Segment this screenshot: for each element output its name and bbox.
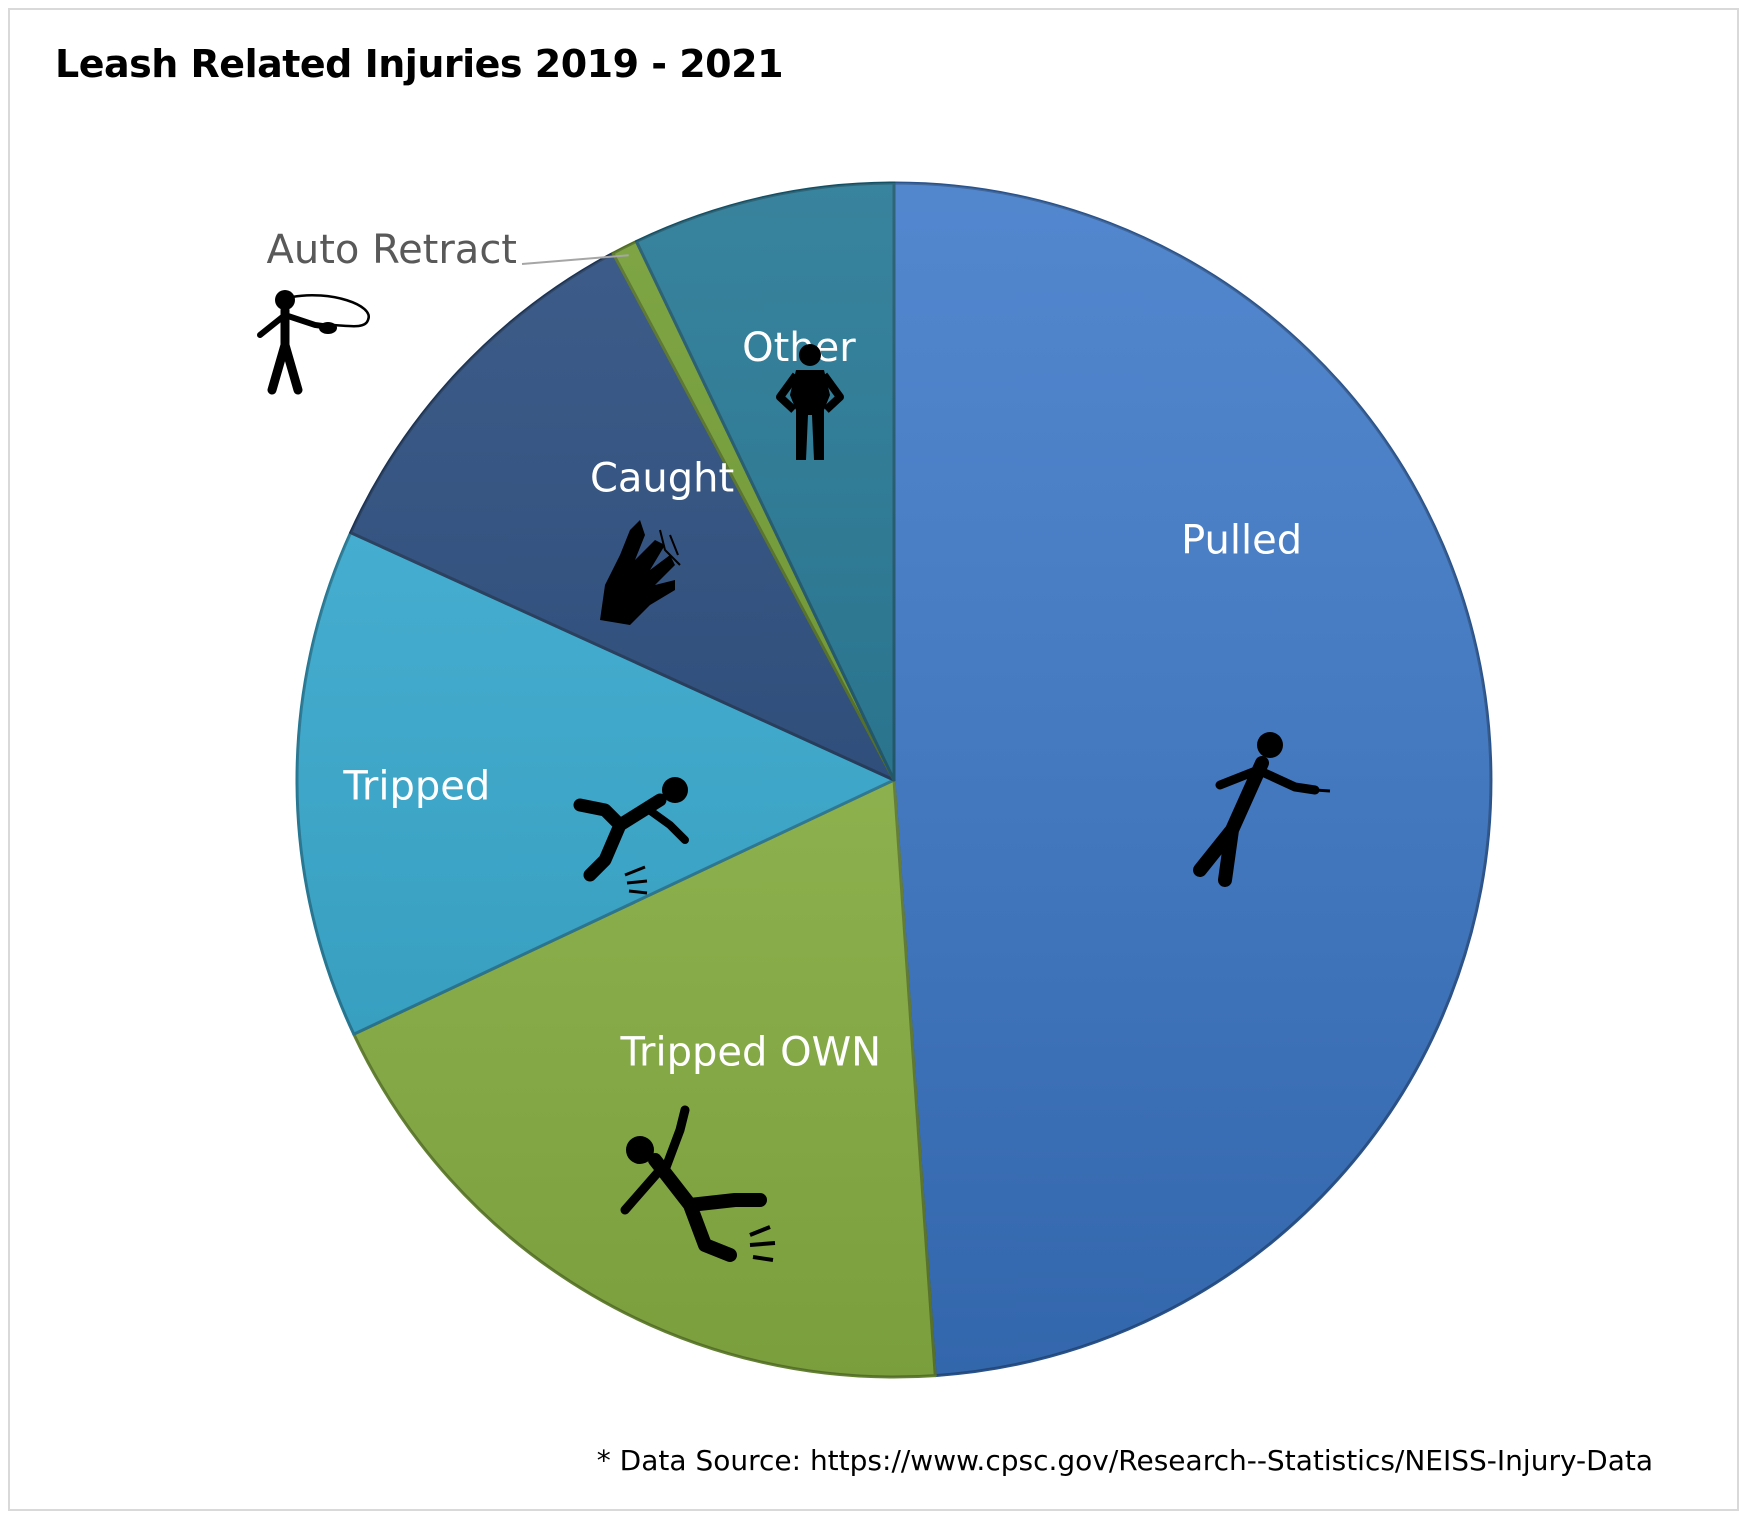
slice-label-tripped: Tripped xyxy=(342,764,490,810)
slice-label-auto-retract: Auto Retract xyxy=(266,227,517,273)
data-source-note: * Data Source: https://www.cpsc.gov/Rese… xyxy=(596,1444,1653,1477)
slice-icons xyxy=(257,290,1331,1262)
slice-label-caught: Caught xyxy=(590,456,734,502)
person-pulled-by-leash-icon xyxy=(1193,732,1331,887)
slice-labels: Pulled Tripped OWN Tripped Caught Auto Retra… xyxy=(266,227,1302,1075)
slice-label-pulled: Pulled xyxy=(1181,518,1302,564)
person-tripping-forward-icon xyxy=(573,777,689,895)
slice-label-tripped-own: Tripped OWN xyxy=(620,1029,882,1075)
chart-title: Leash Related Injuries 2019 - 2021 xyxy=(55,42,784,86)
hand-caught-in-leash-icon xyxy=(600,520,681,625)
auto-retract-leader-line xyxy=(521,254,629,265)
person-falling-backward-icon xyxy=(620,1105,776,1262)
pie-slice-pulled xyxy=(892,181,1493,1378)
person-standing-icon xyxy=(776,344,844,460)
person-retractable-leash-icon xyxy=(257,290,370,395)
slice-label-other: Other xyxy=(742,325,856,371)
